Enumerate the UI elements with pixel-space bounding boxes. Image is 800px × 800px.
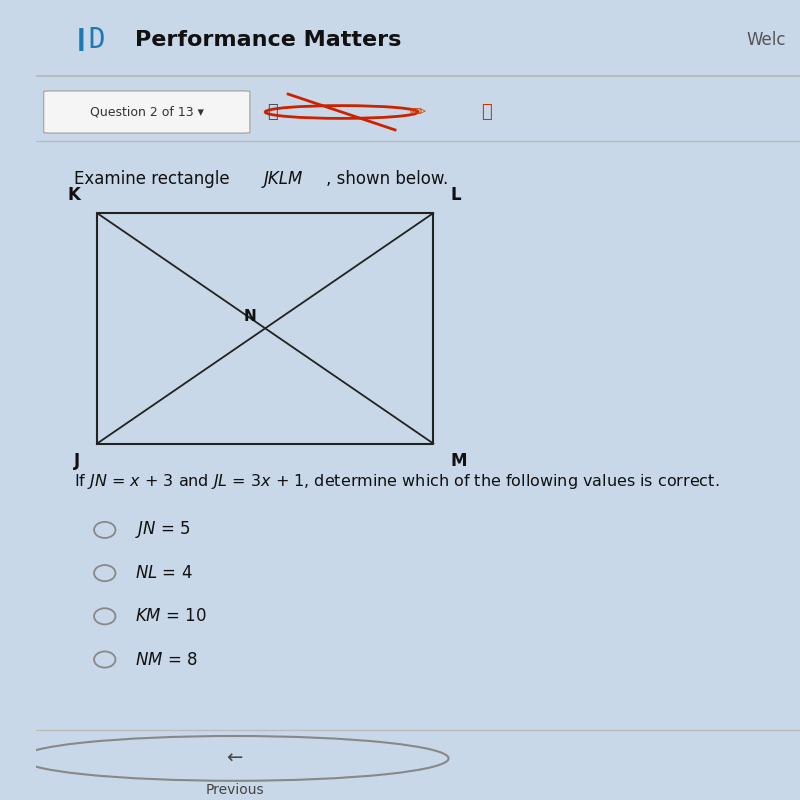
Text: Welc: Welc [746, 31, 786, 49]
Text: L: L [450, 186, 461, 205]
Text: Performance Matters: Performance Matters [135, 30, 402, 50]
Text: N: N [243, 310, 256, 324]
Text: $\mathit{KM}$ = 10: $\mathit{KM}$ = 10 [135, 607, 207, 626]
Text: JKLM: JKLM [264, 170, 303, 188]
Text: 🔄: 🔄 [482, 103, 492, 121]
Text: Previous: Previous [206, 783, 264, 798]
Text: ←: ← [226, 749, 243, 768]
Text: ❙D: ❙D [73, 26, 106, 54]
Text: $\mathit{NL}$ = 4: $\mathit{NL}$ = 4 [135, 564, 193, 582]
Text: If $JN$ = $x$ + 3 and $JL$ = 3$x$ + 1, determine which of the following values i: If $JN$ = $x$ + 3 and $JL$ = 3$x$ + 1, d… [74, 472, 719, 491]
Text: , shown below.: , shown below. [326, 170, 449, 188]
Text: $\mathit{NM}$ = 8: $\mathit{NM}$ = 8 [135, 650, 198, 669]
Text: M: M [450, 452, 466, 470]
Text: Question 2 of 13 ▾: Question 2 of 13 ▾ [90, 106, 204, 118]
Text: Examine rectangle: Examine rectangle [74, 170, 235, 188]
Text: K: K [67, 186, 80, 205]
Text: $\mathit{JN}$ = 5: $\mathit{JN}$ = 5 [135, 519, 191, 541]
Text: 🏳: 🏳 [267, 103, 278, 121]
Text: J: J [74, 452, 80, 470]
FancyBboxPatch shape [44, 91, 250, 133]
Text: ✏: ✏ [410, 102, 426, 122]
